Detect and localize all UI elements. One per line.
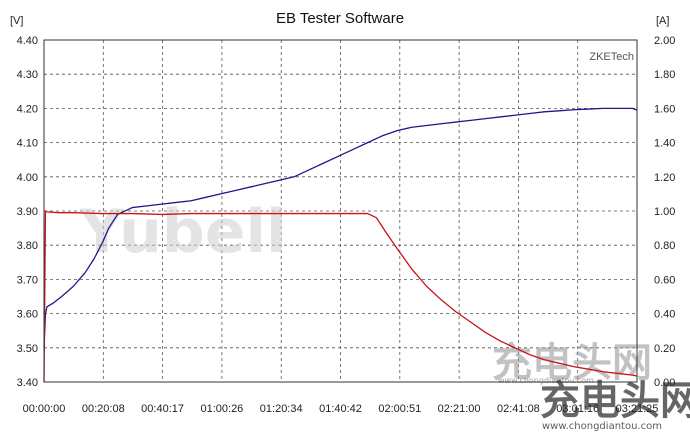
- series-group: [43, 107, 638, 383]
- left-axis-tick-label: 4.20: [17, 103, 38, 115]
- x-axis-tick-label: 00:40:17: [141, 403, 184, 415]
- x-axis-tick-label: 00:00:00: [23, 403, 66, 415]
- x-axis-tick-label: 02:41:08: [497, 403, 540, 415]
- right-axis-tick-label: 0.80: [654, 240, 675, 252]
- left-axis-tick-label: 4.40: [17, 35, 38, 47]
- current-series-line: [43, 210, 638, 383]
- right-axis-tick-label: 1.80: [654, 69, 675, 81]
- left-axis-tick-label: 4.00: [17, 172, 38, 184]
- x-axis-tick-label: 02:21:00: [438, 403, 481, 415]
- right-axis-tick-label: 0.20: [654, 343, 675, 355]
- x-axis-tick-label: 01:40:42: [319, 403, 362, 415]
- left-axis-ticks: 4.40 4.30 4.20 4.10 4.00 3.90 3.80 3.70 3.60 3.50…: [17, 35, 38, 389]
- chart-title: EB Tester Software: [276, 10, 404, 27]
- right-axis-tick-label: 1.20: [654, 172, 675, 184]
- brand-label: ZKETech: [589, 51, 634, 63]
- x-axis-tick-label: 01:00:26: [200, 403, 243, 415]
- right-axis-tick-label: 1.40: [654, 138, 675, 150]
- right-axis-tick-label: 0.60: [654, 274, 675, 286]
- site-url-watermark-plot: www.chongdiantou.com: [498, 376, 594, 385]
- left-axis-tick-label: 4.30: [17, 69, 38, 81]
- left-axis-tick-label: 3.40: [17, 377, 38, 389]
- x-axis-tick-label: 03:21:25: [616, 403, 659, 415]
- left-axis-tick-label: 3.70: [17, 274, 38, 286]
- voltage-series-line: [43, 107, 638, 348]
- right-axis-tick-label: 0.40: [654, 309, 675, 321]
- left-axis-tick-label: 3.90: [17, 206, 38, 218]
- x-axis-ticks: 00:00:00 00:20:08 00:40:17 01:00:26 01:20:34…: [23, 403, 659, 415]
- right-axis-tick-label: 1.60: [654, 103, 675, 115]
- right-axis-ticks: 2.00 1.80 1.60 1.40 1.20 1.00 0.80 0.60 0.40 0.20…: [654, 35, 675, 389]
- site-logo-watermark-plot: 充电头网: [492, 340, 652, 386]
- grid: [44, 40, 637, 382]
- x-axis-tick-label: 02:00:51: [378, 403, 421, 415]
- left-axis-tick-label: 3.60: [17, 309, 38, 321]
- site-logo-watermark-corner: 充电头网: [540, 378, 690, 424]
- plot-frame: [43, 39, 638, 383]
- x-axis-tick-label: 00:20:08: [82, 403, 125, 415]
- right-axis-tick-label: 0.00: [654, 377, 675, 389]
- x-axis-tick-label: 01:20:34: [260, 403, 303, 415]
- left-axis-tick-label: 3.80: [17, 240, 38, 252]
- watermark-text: Yubell: [79, 197, 287, 267]
- left-axis-unit: [V]: [10, 15, 23, 27]
- x-axis-tick-label: 03:01:16: [556, 403, 599, 415]
- left-axis-tick-label: 3.50: [17, 343, 38, 355]
- right-axis-tick-label: 1.00: [654, 206, 675, 218]
- right-axis-tick-label: 2.00: [654, 35, 675, 47]
- left-axis-tick-label: 4.10: [17, 138, 38, 150]
- site-url-watermark-corner: www.chongdiantou.com: [542, 421, 662, 432]
- right-axis-unit: [A]: [656, 15, 669, 27]
